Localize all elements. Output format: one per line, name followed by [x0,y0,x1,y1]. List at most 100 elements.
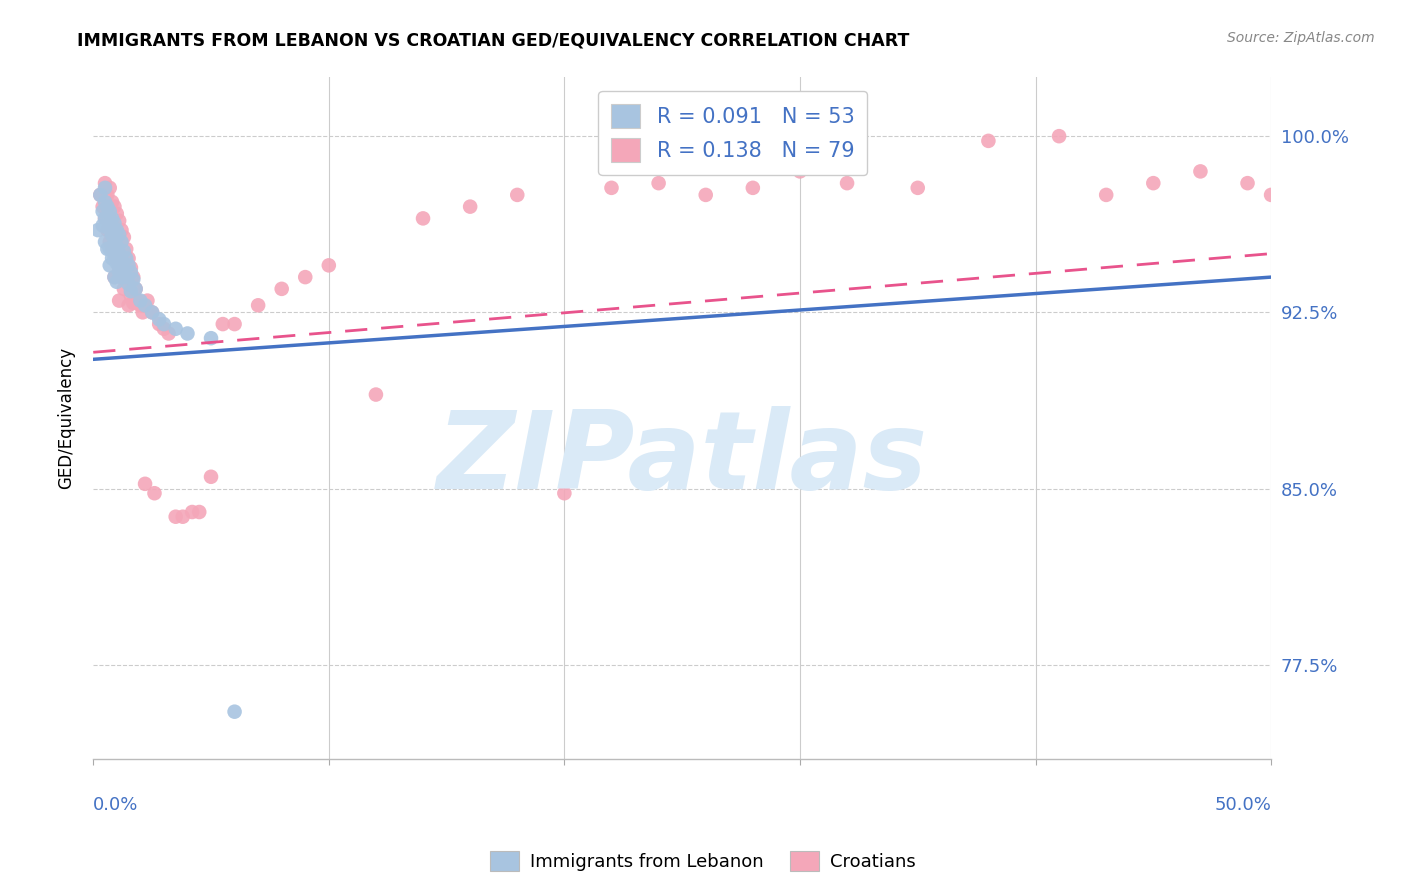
Point [96,187,118,202]
Point [741,181,763,195]
Point [1236,176,1258,190]
Point [112,244,135,259]
Point [211,317,233,331]
Point [96,200,118,214]
Point [105,239,128,253]
Point [98,223,121,237]
Point [108,213,131,227]
Point [364,387,387,401]
Point [506,187,529,202]
Point [87,223,110,237]
Point [94,181,117,195]
Point [270,282,292,296]
Text: 50.0%: 50.0% [1215,797,1271,814]
Point [112,230,135,244]
Point [1189,164,1212,178]
Point [200,470,222,484]
Point [108,227,131,242]
Point [765,129,787,144]
Point [103,233,125,247]
Point [1260,187,1282,202]
Point [91,219,114,233]
Point [1142,176,1164,190]
Point [115,270,138,285]
Point [141,305,163,319]
Point [1095,187,1118,202]
Point [103,223,125,237]
Point [181,505,204,519]
Point [94,176,117,190]
Point [188,505,211,519]
Point [94,235,117,249]
Point [131,305,153,319]
Point [124,282,146,296]
Point [103,246,125,260]
Point [110,235,132,249]
Point [108,260,131,275]
Point [103,200,125,214]
Point [115,265,138,279]
Point [458,200,481,214]
Point [94,211,117,226]
Text: Source: ZipAtlas.com: Source: ZipAtlas.com [1227,31,1375,45]
Point [412,211,434,226]
Point [224,705,246,719]
Point [224,317,246,331]
Point [96,223,118,237]
Point [647,176,669,190]
Point [165,509,187,524]
Point [103,216,125,230]
Point [91,204,114,219]
Point [148,312,170,326]
Point [122,296,145,310]
Point [148,317,170,331]
Point [835,176,858,190]
Y-axis label: GED/Equivalency: GED/Equivalency [58,347,75,489]
Point [105,256,128,270]
Point [89,187,111,202]
Point [553,486,575,500]
Point [96,242,118,256]
Point [907,181,929,195]
Point [153,317,176,331]
Point [105,207,128,221]
Point [101,194,124,209]
Point [94,211,117,226]
Point [108,293,131,308]
Point [122,270,145,285]
Point [157,326,180,341]
Point [101,227,124,242]
Point [129,298,152,312]
Point [141,305,163,319]
Point [108,265,131,279]
Text: ZIPatlas: ZIPatlas [437,406,928,512]
Point [98,204,121,219]
Point [108,246,131,260]
Point [110,246,132,260]
Point [98,204,121,219]
Point [103,270,125,285]
Point [110,270,132,285]
Point [1047,129,1070,144]
Point [98,235,121,249]
Point [98,181,121,195]
Point [98,258,121,272]
Point [103,270,125,285]
Point [200,331,222,345]
Point [176,326,198,341]
Text: IMMIGRANTS FROM LEBANON VS CROATIAN GED/EQUIVALENCY CORRELATION CHART: IMMIGRANTS FROM LEBANON VS CROATIAN GED/… [77,31,910,49]
Point [600,181,623,195]
Point [101,216,124,230]
Point [91,200,114,214]
Point [247,298,270,312]
Point [120,265,142,279]
Point [165,322,187,336]
Point [129,293,152,308]
Point [115,252,138,266]
Point [143,486,166,500]
Text: 0.0%: 0.0% [93,797,139,814]
Point [120,260,142,275]
Point [110,253,132,268]
Point [115,242,138,256]
Point [94,194,117,209]
